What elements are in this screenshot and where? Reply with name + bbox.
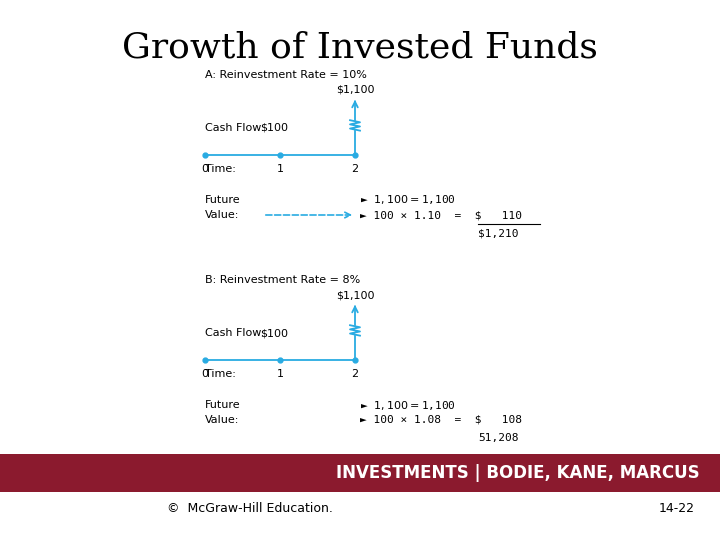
Text: $1,100: $1,100	[336, 85, 374, 95]
Text: B: Reinvestment Rate = 8%: B: Reinvestment Rate = 8%	[205, 275, 360, 285]
Text: 14-22: 14-22	[659, 502, 695, 515]
Text: Cash Flow:: Cash Flow:	[205, 123, 264, 133]
Text: ► 100 × 1.10  =  $   110: ► 100 × 1.10 = $ 110	[360, 210, 522, 220]
Text: ► $1,100      =  $1,100: ► $1,100 = $1,100	[360, 193, 456, 206]
Text: 0: 0	[202, 369, 209, 379]
Text: 51,208: 51,208	[478, 433, 518, 443]
Text: Time:: Time:	[205, 164, 236, 174]
Text: ► $1,100      =  $1,100: ► $1,100 = $1,100	[360, 399, 456, 411]
Text: $1,210: $1,210	[478, 229, 518, 239]
Text: Value:: Value:	[205, 415, 239, 425]
Text: 1: 1	[276, 369, 284, 379]
Text: $1,100: $1,100	[336, 290, 374, 300]
Text: ► 100 × 1.08  =  $   108: ► 100 × 1.08 = $ 108	[360, 415, 522, 425]
Text: A: Reinvestment Rate = 10%: A: Reinvestment Rate = 10%	[205, 70, 367, 80]
Text: 2: 2	[351, 369, 359, 379]
Text: $100: $100	[260, 328, 288, 338]
Text: 0: 0	[202, 164, 209, 174]
Text: ©  McGraw-Hill Education.: © McGraw-Hill Education.	[167, 502, 333, 515]
Text: Future: Future	[205, 400, 240, 410]
Text: 1: 1	[276, 164, 284, 174]
Text: Cash Flow:: Cash Flow:	[205, 328, 264, 338]
Text: Growth of Invested Funds: Growth of Invested Funds	[122, 30, 598, 64]
Text: Value:: Value:	[205, 210, 239, 220]
Text: INVESTMENTS | BODIE, KANE, MARCUS: INVESTMENTS | BODIE, KANE, MARCUS	[336, 464, 700, 482]
Text: Future: Future	[205, 195, 240, 205]
Text: $100: $100	[260, 123, 288, 133]
Text: Time:: Time:	[205, 369, 236, 379]
Bar	[0, 454, 720, 492]
Text: 2: 2	[351, 164, 359, 174]
